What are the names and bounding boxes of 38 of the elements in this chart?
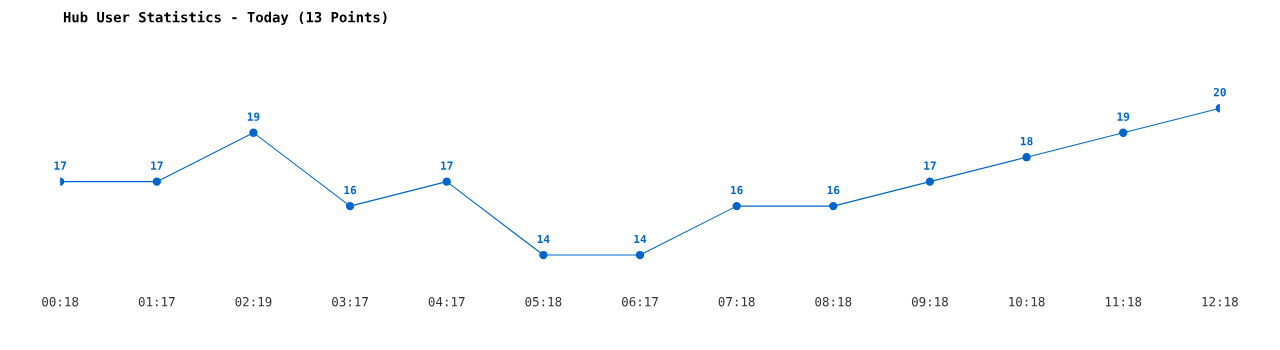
point xyxy=(1022,153,1031,162)
data-label: 19 xyxy=(1117,112,1130,121)
x-tick-label: 12:18 xyxy=(1202,296,1238,307)
x-tick-label: 02:19 xyxy=(235,296,272,307)
x-tick-label: 00:18 xyxy=(42,296,79,307)
x-tick-label: 05:18 xyxy=(525,296,562,307)
data-label: 16 xyxy=(827,185,840,195)
chart-title: Hub User Statistics - Today (13 Points) xyxy=(63,10,387,26)
point xyxy=(635,250,645,260)
x-tick-label: 08:18 xyxy=(815,296,852,307)
data-label: 16 xyxy=(730,185,743,195)
data-label: 14 xyxy=(537,234,550,244)
point xyxy=(829,201,838,211)
data-label: 17 xyxy=(54,161,67,170)
x-tick-label: 11:18 xyxy=(1105,296,1142,307)
x-tick-label: 01:17 xyxy=(138,296,175,307)
data-label: 17 xyxy=(151,161,163,170)
data-label: 20 xyxy=(1213,87,1226,97)
data-label: 16 xyxy=(344,185,357,195)
point xyxy=(732,201,741,211)
x-tick-label: 03:17 xyxy=(332,296,368,307)
data-label: 17 xyxy=(924,161,936,170)
x-tick-label: 04:17 xyxy=(428,296,465,307)
x-tick-label: 07:18 xyxy=(718,296,755,307)
x-tick-label: 09:18 xyxy=(911,296,948,307)
point xyxy=(249,128,258,137)
data-label: 17 xyxy=(441,161,453,170)
data-label: 19 xyxy=(247,112,260,121)
point xyxy=(925,177,935,186)
point xyxy=(1119,128,1128,137)
x-tick-label: 10:18 xyxy=(1009,296,1045,307)
point xyxy=(152,177,161,186)
point xyxy=(345,201,355,211)
data-label: 18 xyxy=(1020,136,1033,146)
point xyxy=(442,177,451,186)
x-tick-label: 06:17 xyxy=(622,296,658,307)
data-label: 14 xyxy=(634,234,647,244)
point xyxy=(539,250,548,260)
